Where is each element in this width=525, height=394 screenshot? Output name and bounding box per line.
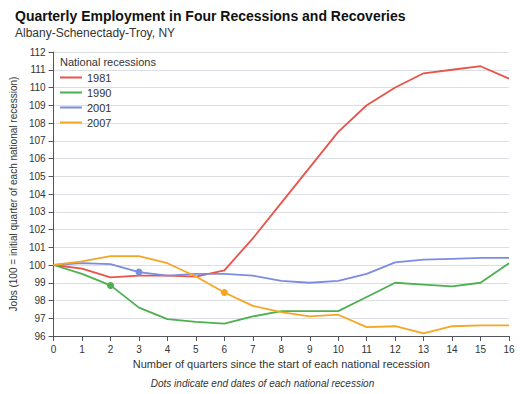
svg-text:2007: 2007 xyxy=(87,117,111,129)
svg-text:109: 109 xyxy=(29,100,46,111)
svg-text:98: 98 xyxy=(34,295,46,306)
svg-text:111: 111 xyxy=(30,64,46,75)
svg-text:9: 9 xyxy=(307,344,313,355)
svg-text:103: 103 xyxy=(29,206,46,217)
svg-text:National recessions: National recessions xyxy=(60,56,156,68)
svg-text:108: 108 xyxy=(29,118,46,129)
svg-text:1990: 1990 xyxy=(87,87,111,99)
svg-text:102: 102 xyxy=(29,224,46,235)
svg-text:106: 106 xyxy=(29,153,46,164)
svg-text:Jobs (100 = initial quarter of: Jobs (100 = initial quarter of each nati… xyxy=(8,77,19,312)
svg-text:101: 101 xyxy=(29,242,46,253)
svg-text:8: 8 xyxy=(279,344,285,355)
svg-text:Albany-Schenectady-Troy, NY: Albany-Schenectady-Troy, NY xyxy=(15,26,175,40)
svg-text:6: 6 xyxy=(222,344,228,355)
svg-text:2001: 2001 xyxy=(87,102,111,114)
svg-text:110: 110 xyxy=(30,82,46,93)
svg-text:112: 112 xyxy=(30,47,46,58)
svg-text:4: 4 xyxy=(165,344,171,355)
svg-text:0: 0 xyxy=(51,344,57,355)
svg-text:97: 97 xyxy=(34,313,46,324)
svg-text:10: 10 xyxy=(333,344,345,355)
svg-text:13: 13 xyxy=(418,344,430,355)
svg-text:100: 100 xyxy=(29,260,46,271)
svg-text:Dots indicate end dates of eac: Dots indicate end dates of each national… xyxy=(151,378,375,389)
svg-text:96: 96 xyxy=(34,331,46,342)
svg-text:104: 104 xyxy=(29,189,46,200)
svg-text:14: 14 xyxy=(447,344,459,355)
svg-text:105: 105 xyxy=(29,171,46,182)
svg-text:99: 99 xyxy=(34,277,46,288)
svg-text:2: 2 xyxy=(108,344,114,355)
svg-text:107: 107 xyxy=(29,135,46,146)
svg-text:3: 3 xyxy=(136,344,142,355)
svg-text:12: 12 xyxy=(390,344,402,355)
svg-text:15: 15 xyxy=(475,344,487,355)
svg-text:11: 11 xyxy=(361,344,372,355)
svg-text:1: 1 xyxy=(79,344,85,355)
svg-text:Number of quarters since the s: Number of quarters since the start of ea… xyxy=(133,358,430,370)
svg-text:5: 5 xyxy=(193,344,199,355)
svg-text:7: 7 xyxy=(250,344,256,355)
svg-text:1981: 1981 xyxy=(87,72,111,84)
svg-text:16: 16 xyxy=(503,344,515,355)
svg-text:Quarterly Employment in Four R: Quarterly Employment in Four Recessions … xyxy=(15,8,406,24)
